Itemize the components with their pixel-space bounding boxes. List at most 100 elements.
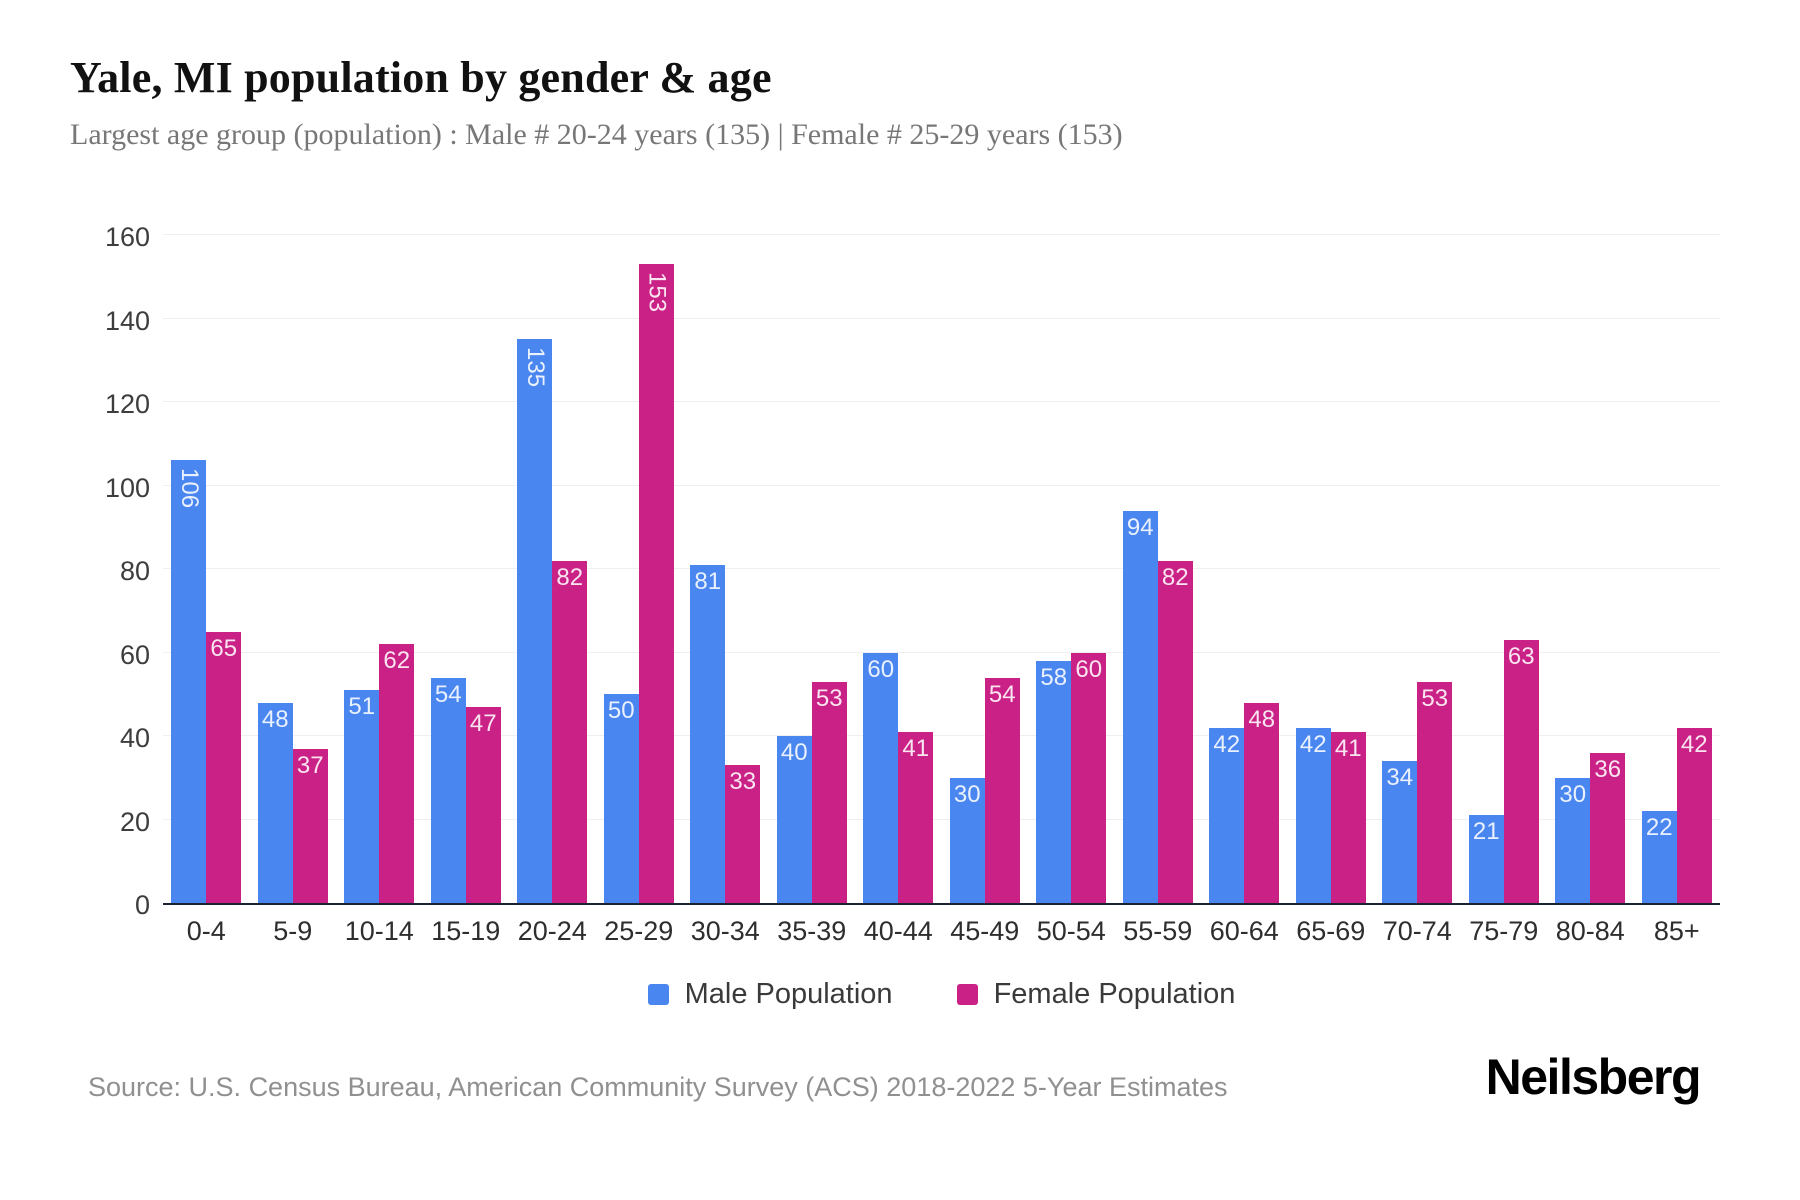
bar-male-15-19: 54 xyxy=(430,677,466,903)
x-tick-70-74: 70-74 xyxy=(1382,916,1452,946)
y-tick-60: 60 xyxy=(119,639,150,670)
bar-value-label: 30 xyxy=(953,780,981,808)
y-tick-80: 80 xyxy=(119,556,150,586)
bar-value-label: 81 xyxy=(694,567,722,595)
bar-male-25-29: 50 xyxy=(603,694,639,903)
bar-male-70-74: 34 xyxy=(1382,761,1418,903)
x-tick-0-4: 0-4 xyxy=(186,916,226,946)
bar-male-55-59: 94 xyxy=(1122,510,1158,903)
plot-area: 106 65 48 37 51 62 54 47 135 82 50 153 81 33 40 53 60 41 3… xyxy=(163,234,1720,905)
bar-value-label: 94 xyxy=(1126,513,1154,541)
legend-item-male: Male Population xyxy=(647,978,893,1011)
bar-value-label: 40 xyxy=(780,739,808,766)
female-swatch-icon xyxy=(956,984,978,1005)
x-tick-75-79: 75-79 xyxy=(1469,916,1539,946)
bar-male-40-44: 60 xyxy=(863,652,899,903)
bar-male-50-54: 58 xyxy=(1036,660,1072,903)
bar-value-label: 53 xyxy=(815,684,843,712)
bar-female-85+: 42 xyxy=(1676,727,1712,903)
bar-female-55-59: 82 xyxy=(1157,560,1193,903)
bar-female-15-19: 47 xyxy=(465,706,501,903)
gridline-100 xyxy=(163,484,1720,486)
x-tick-10-14: 10-14 xyxy=(344,916,414,946)
bar-male-35-39: 40 xyxy=(776,736,812,903)
chart-title: Yale, MI population by gender & age xyxy=(70,53,772,102)
y-tick-120: 120 xyxy=(104,389,150,419)
legend-label-male: Male Population xyxy=(684,978,893,1010)
y-tick-0: 0 xyxy=(134,890,150,920)
bar-female-5-9: 37 xyxy=(292,748,328,903)
bar-male-30-34: 81 xyxy=(690,564,726,903)
legend-item-female: Female Population xyxy=(956,978,1236,1011)
bar-value-label: 60 xyxy=(1075,655,1103,683)
chart-subtitle: Largest age group (population) : Male # … xyxy=(70,118,1123,151)
bar-female-70-74: 53 xyxy=(1417,681,1453,903)
bar-value-label: 42 xyxy=(1213,730,1241,758)
x-tick-20-24: 20-24 xyxy=(517,916,587,946)
gridline-40 xyxy=(163,735,1720,736)
x-tick-50-54: 50-54 xyxy=(1036,916,1106,946)
bar-male-60-64: 42 xyxy=(1209,727,1245,903)
legend: Male Population Female Population xyxy=(163,978,1720,1011)
bar-value-label: 62 xyxy=(383,647,411,675)
x-tick-40-44: 40-44 xyxy=(863,916,933,946)
bar-value-label: 47 xyxy=(469,709,497,737)
source-note: Source: U.S. Census Bureau, American Com… xyxy=(88,1072,1228,1102)
bar-value-label: 65 xyxy=(210,634,238,662)
bar-female-75-79: 63 xyxy=(1503,639,1539,903)
bar-female-0-4: 65 xyxy=(206,631,242,903)
bar-male-45-49: 30 xyxy=(949,777,985,903)
x-tick-80-84: 80-84 xyxy=(1555,916,1625,946)
x-tick-85+: 85+ xyxy=(1653,916,1700,946)
x-tick-35-39: 35-39 xyxy=(777,916,847,946)
bar-value-label: 82 xyxy=(1161,563,1189,591)
brand-logo: Neilsberg xyxy=(1485,1049,1702,1105)
bar-value-label: 82 xyxy=(556,563,584,591)
bar-value-label: 22 xyxy=(1645,814,1673,842)
bar-value-label: 53 xyxy=(1421,684,1449,712)
x-tick-65-69: 65-69 xyxy=(1296,916,1366,946)
bar-value-label: 135 xyxy=(521,347,549,388)
x-tick-45-49: 45-49 xyxy=(950,916,1020,946)
bar-female-40-44: 41 xyxy=(898,731,934,903)
gridline-160 xyxy=(163,234,1720,235)
bar-value-label: 51 xyxy=(348,693,376,721)
x-tick-55-59: 55-59 xyxy=(1123,916,1193,946)
bar-value-label: 54 xyxy=(988,680,1016,708)
bar-value-label: 48 xyxy=(1248,705,1276,733)
y-tick-100: 100 xyxy=(104,472,150,503)
bar-value-label: 41 xyxy=(902,734,930,762)
x-tick-15-19: 15-19 xyxy=(431,916,501,946)
bar-male-5-9: 48 xyxy=(257,702,293,903)
bar-male-0-4: 106 xyxy=(171,460,207,903)
x-tick-30-34: 30-34 xyxy=(690,916,760,946)
y-axis-labels: 0 20 40 60 80 100 120 140 160 xyxy=(50,224,150,919)
bar-value-label: 42 xyxy=(1680,730,1708,758)
bar-value-label: 34 xyxy=(1386,764,1414,792)
gridline-120 xyxy=(163,401,1720,402)
bar-male-10-14: 51 xyxy=(344,690,380,903)
bar-male-75-79: 21 xyxy=(1468,815,1504,903)
bar-value-label: 42 xyxy=(1299,730,1327,758)
bar-female-50-54: 60 xyxy=(1071,652,1107,903)
x-axis-labels: 0-4 5-9 10-14 15-19 20-24 25-29 30-34 35-39 40-4… xyxy=(163,916,1720,956)
bar-female-45-49: 54 xyxy=(984,677,1020,903)
gridline-20 xyxy=(163,818,1720,820)
y-tick-20: 20 xyxy=(119,806,150,837)
bar-value-label: 33 xyxy=(729,768,757,796)
bar-male-85+: 22 xyxy=(1641,811,1677,903)
bar-value-label: 50 xyxy=(607,697,635,725)
bar-value-label: 58 xyxy=(1040,663,1068,691)
bar-value-label: 153 xyxy=(643,272,671,313)
x-tick-25-29: 25-29 xyxy=(604,916,674,946)
bar-value-label: 48 xyxy=(261,705,289,733)
bar-value-label: 21 xyxy=(1472,818,1500,846)
bar-female-20-24: 82 xyxy=(552,560,588,903)
x-tick-60-64: 60-64 xyxy=(1209,916,1279,946)
gridline-140 xyxy=(163,317,1720,319)
bar-female-35-39: 53 xyxy=(811,681,847,903)
bar-value-label: 54 xyxy=(434,680,462,708)
legend-label-female: Female Population xyxy=(993,978,1236,1010)
bar-male-20-24: 135 xyxy=(517,339,553,903)
